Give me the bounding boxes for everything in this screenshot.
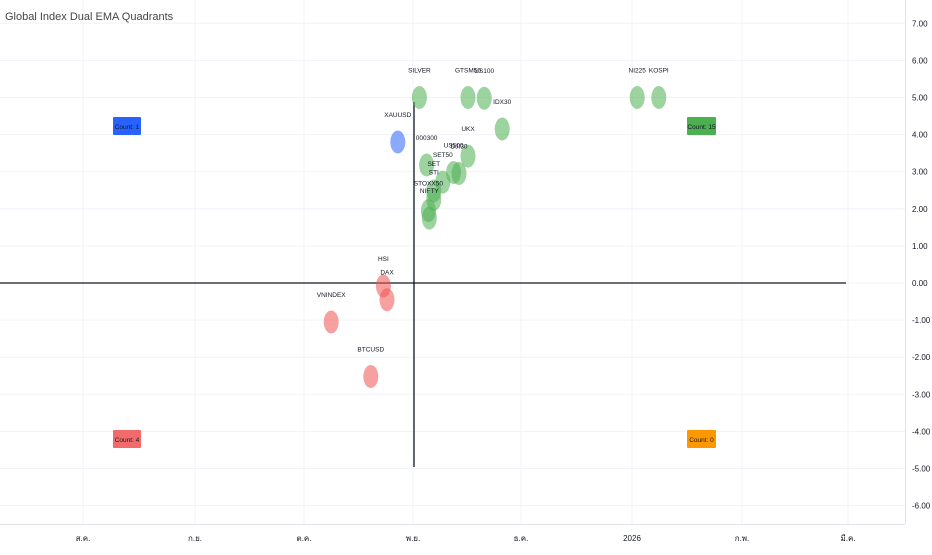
count-box-bottom-left: Count: 4	[113, 430, 141, 448]
point-label: UKX	[461, 126, 475, 133]
point-label: STI	[429, 170, 439, 177]
point-marker[interactable]	[323, 310, 339, 334]
point-label: US100	[474, 68, 494, 75]
data-point-dax[interactable]: DAX	[379, 270, 395, 312]
count-box-top-left: Count: 1	[113, 117, 141, 135]
point-label: IDX30	[493, 99, 511, 106]
data-point-us100[interactable]: US100	[474, 68, 495, 110]
count-box-label: Count: 1	[115, 124, 140, 131]
x-tick-label: ก.ย.	[188, 534, 202, 543]
data-point-ukx[interactable]: UKX	[460, 126, 476, 168]
x-tick-label: ต.ค.	[297, 534, 312, 543]
point-marker[interactable]	[379, 288, 395, 312]
data-point-xauusd[interactable]: XAUUSD	[384, 112, 412, 154]
point-label: GTSM50	[455, 68, 481, 75]
y-tick-label: -6.00	[912, 502, 931, 511]
y-tick-label: 0.00	[912, 279, 928, 288]
point-label: US500	[444, 142, 464, 149]
point-marker[interactable]	[494, 117, 510, 141]
point-label: SILVER	[408, 68, 431, 75]
data-point-gtsm50[interactable]: GTSM50	[455, 68, 481, 110]
data-point-btcusd[interactable]: BTCUSD	[357, 346, 384, 388]
data-point-dji30[interactable]: DJI30	[451, 144, 468, 186]
data-point-vnindex[interactable]: VNINDEX	[317, 292, 347, 334]
point-marker[interactable]	[651, 86, 667, 109]
point-label: SET	[427, 161, 440, 168]
point-label: VNINDEX	[317, 292, 347, 299]
point-marker[interactable]	[629, 86, 645, 109]
point-marker[interactable]	[421, 206, 437, 230]
point-marker[interactable]	[363, 364, 379, 388]
count-box-bg	[687, 430, 716, 448]
y-tick-label: 4.00	[912, 131, 928, 140]
x-tick-label: ส.ค.	[76, 534, 91, 543]
data-point-ni225[interactable]: NI225	[629, 68, 647, 110]
point-label: HSI	[378, 256, 389, 263]
point-marker[interactable]	[390, 130, 406, 154]
y-tick-label: 2.00	[912, 205, 928, 214]
y-tick-label: -2.00	[912, 353, 931, 362]
count-box-bottom-right: Count: 0	[687, 430, 716, 448]
point-label: BTCUSD	[357, 346, 384, 353]
data-point-kospi[interactable]: KOSPI	[649, 68, 669, 110]
count-box-label: Count: 4	[115, 437, 140, 444]
point-label: STOXX50	[414, 181, 444, 188]
point-label: SET50	[433, 152, 453, 159]
y-tick-label: 6.00	[912, 56, 928, 65]
point-label: DJI30	[451, 144, 468, 151]
data-point-silver[interactable]: SILVER	[408, 68, 431, 110]
y-tick-label: 1.00	[912, 242, 928, 251]
point-label: NI225	[629, 68, 647, 75]
y-tick-label: 3.00	[912, 168, 928, 177]
point-label: NIFTY	[420, 188, 439, 195]
count-box-bg	[113, 117, 141, 135]
point-label: DAX	[380, 270, 394, 277]
point-marker[interactable]	[460, 86, 476, 109]
point-marker[interactable]	[476, 86, 492, 110]
point-marker[interactable]	[411, 86, 427, 109]
count-box-label: Count: 15	[687, 124, 716, 131]
data-point-idx30[interactable]: IDX30	[493, 99, 512, 141]
gridlines	[0, 0, 905, 524]
count-box-top-right: Count: 15	[687, 117, 716, 135]
y-tick-label: -3.00	[912, 390, 931, 399]
point-label: XAUUSD	[384, 112, 411, 119]
count-box-label: Count: 0	[689, 437, 714, 444]
y-tick-label: -1.00	[912, 316, 931, 325]
count-box-bg	[687, 117, 716, 135]
y-tick-label: 7.00	[912, 19, 928, 28]
y-tick-label: 5.00	[912, 94, 928, 103]
x-tick-label: พ.ย.	[406, 534, 420, 543]
point-marker[interactable]	[419, 153, 435, 177]
x-tick-label: ธ.ค.	[514, 534, 529, 543]
point-label: 000300	[416, 135, 438, 142]
point-marker[interactable]	[460, 144, 476, 168]
point-marker[interactable]	[451, 162, 467, 186]
y-tick-label: -4.00	[912, 427, 931, 436]
y-tick-label: -5.00	[912, 465, 931, 474]
count-box-bg	[113, 430, 141, 448]
data-point-nifty[interactable]: NIFTY	[420, 188, 439, 230]
point-label: KOSPI	[649, 68, 669, 75]
data-point-000300[interactable]: 000300	[416, 135, 438, 177]
x-tick-label: ก.พ.	[735, 534, 750, 543]
x-tick-label: 2026	[623, 534, 641, 543]
x-tick-label: มี.ค.	[840, 534, 855, 543]
chart-title: Global Index Dual EMA Quadrants	[5, 11, 174, 23]
